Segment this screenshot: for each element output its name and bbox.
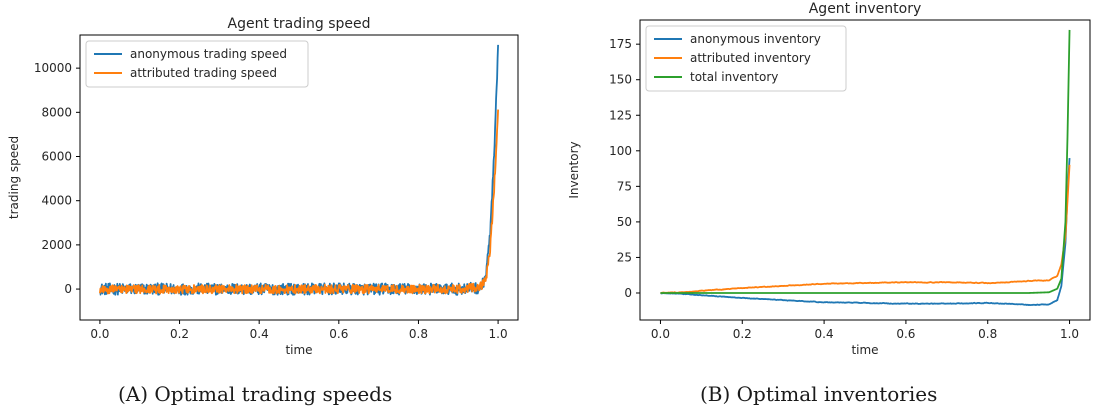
x-tick-label: 0.4: [250, 327, 269, 341]
y-axis-label: Inventory: [567, 141, 581, 198]
legend-label-1: anonymous inventory: [690, 32, 821, 46]
series-line-2: [99, 109, 499, 295]
y-tick-label: 2000: [41, 238, 72, 252]
x-tick-label: 1.0: [489, 327, 508, 341]
y-tick-label: 0: [64, 282, 72, 296]
y-tick-label: 125: [609, 108, 632, 122]
chart-title: Agent trading speed: [228, 16, 371, 32]
series-lines: [660, 29, 1071, 306]
legend-label-2: attributed inventory: [690, 51, 811, 65]
y-tick-label: 0: [624, 286, 632, 300]
y-tick-label: 6000: [41, 150, 72, 164]
y-tick-label: 75: [617, 179, 632, 193]
legend-label-3: total inventory: [690, 70, 778, 84]
series-line-2: [660, 164, 1071, 295]
y-tick-label: 4000: [41, 194, 72, 208]
legend-box: [85, 40, 309, 88]
x-tick-label: 0.6: [896, 327, 915, 341]
series-lines: [99, 44, 499, 296]
x-axis-label: time: [851, 343, 878, 357]
y-axis-label: trading speed: [7, 136, 21, 219]
y-tick-label: 50: [617, 215, 632, 229]
chart-title: Agent inventory: [809, 1, 922, 17]
chart-inventory: 0.0 0.2 0.4 0.6 0.8 1.0 0 25 50 75 100 125 150 175 Age…: [567, 1, 1091, 357]
axes-frame: [639, 19, 1091, 321]
y-tick-label: 150: [609, 73, 632, 87]
legend-label-1: anonymous trading speed: [130, 47, 287, 61]
x-tick-label: 0.8: [978, 327, 997, 341]
caption-a: (A) Optimal trading speeds: [118, 382, 393, 406]
x-tick-label: 1.0: [1060, 327, 1079, 341]
x-tick-label: 0.2: [733, 327, 752, 341]
x-tick-label: 0.0: [90, 327, 109, 341]
series-line-1: [660, 157, 1071, 306]
x-tick-label: 0.6: [329, 327, 348, 341]
y-tick-label: 175: [609, 37, 632, 51]
x-tick-label: 0.8: [409, 327, 428, 341]
x-tick-label: 0.0: [651, 327, 670, 341]
x-tick-label: 0.4: [815, 327, 834, 341]
y-tick-label: 25: [617, 250, 632, 264]
y-tick-label: 100: [609, 144, 632, 158]
y-tick-label: 8000: [41, 105, 72, 119]
chart-speed: 0.0 0.2 0.4 0.6 0.8 1.0 0 2000 4000 6000 8000 10000…: [7, 16, 519, 357]
series-line-3: [660, 29, 1071, 294]
y-tick-label: 10000: [34, 61, 72, 75]
axes-frame: [79, 34, 519, 321]
figure: 0.0 0.2 0.4 0.6 0.8 1.00200040006000800010000…: [7, 1, 1091, 357]
caption-b: (B) Optimal inventories: [700, 382, 938, 406]
legend-box: [645, 25, 847, 92]
x-tick-label: 0.2: [170, 327, 189, 341]
x-axis-label: time: [285, 343, 312, 357]
legend-label-2: attributed trading speed: [130, 66, 277, 80]
